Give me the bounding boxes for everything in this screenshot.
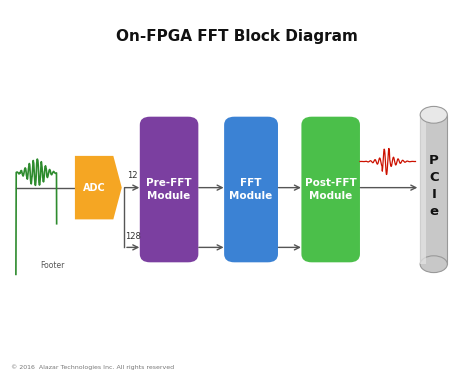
FancyBboxPatch shape bbox=[224, 117, 278, 262]
FancyBboxPatch shape bbox=[301, 117, 360, 262]
Text: Footer: Footer bbox=[40, 261, 64, 270]
Text: © 2016  Alazar Technologies Inc. All rights reserved: © 2016 Alazar Technologies Inc. All righ… bbox=[11, 364, 174, 370]
Polygon shape bbox=[75, 156, 122, 219]
Text: 12: 12 bbox=[127, 171, 137, 180]
Text: On-FPGA FFT Block Diagram: On-FPGA FFT Block Diagram bbox=[116, 29, 358, 44]
Text: 128: 128 bbox=[125, 232, 141, 241]
FancyBboxPatch shape bbox=[140, 117, 198, 262]
Ellipse shape bbox=[420, 106, 447, 123]
FancyBboxPatch shape bbox=[420, 115, 447, 264]
Text: FFT
Module: FFT Module bbox=[229, 178, 273, 201]
FancyBboxPatch shape bbox=[420, 115, 426, 264]
Text: Pre-FFT
Module: Pre-FFT Module bbox=[146, 178, 192, 201]
Ellipse shape bbox=[420, 256, 447, 273]
Text: ADC: ADC bbox=[83, 183, 106, 193]
Text: Post-FFT
Module: Post-FFT Module bbox=[305, 178, 356, 201]
Text: P
C
I
e: P C I e bbox=[429, 154, 438, 218]
